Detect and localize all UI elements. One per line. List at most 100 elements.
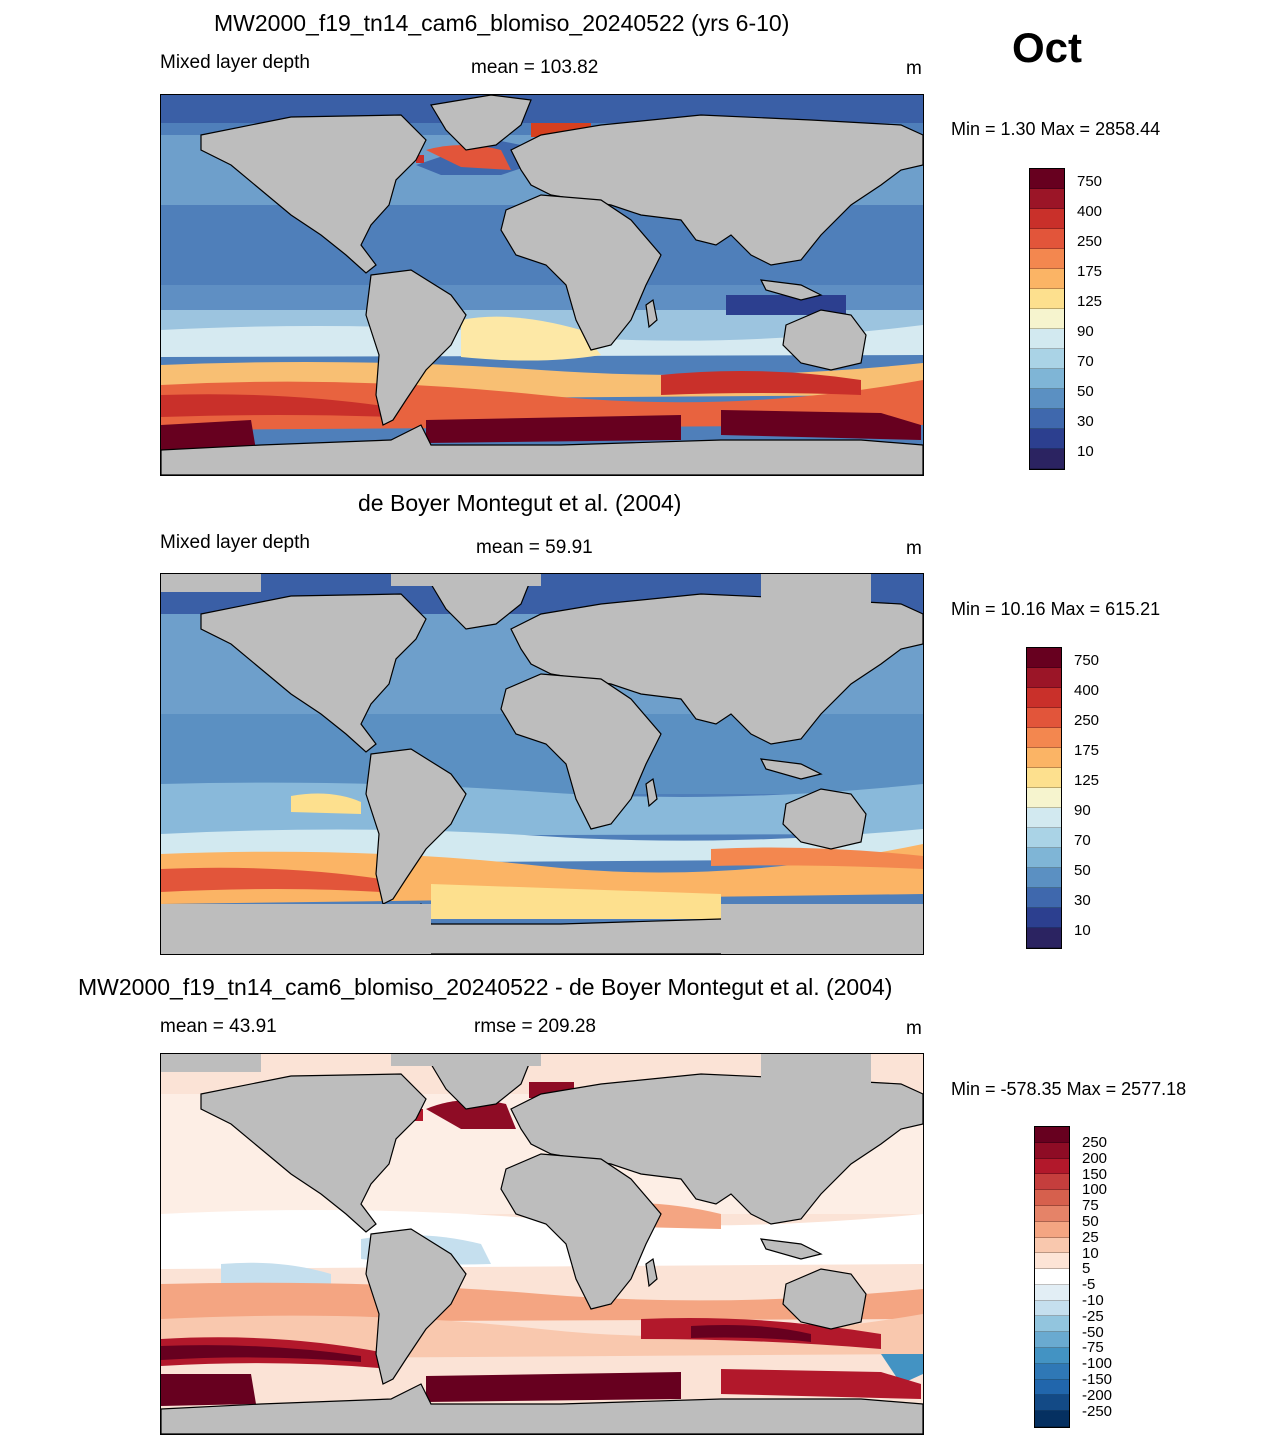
colorbar-tick-label: -10 <box>1082 1292 1104 1309</box>
colorbar-swatch <box>1030 329 1064 349</box>
colorbar-tick-label: 750 <box>1077 173 1103 190</box>
panel2-minmax: Min = 10.16 Max = 615.21 <box>951 599 1161 619</box>
colorbar-swatch <box>1030 229 1064 249</box>
colorbar-swatch <box>1035 1158 1069 1175</box>
panel3-minmax: Min = -578.35 Max = 2577.18 <box>951 1079 1187 1099</box>
colorbar-swatch <box>1027 728 1061 748</box>
colorbar-tick-label: 175 <box>1074 742 1100 759</box>
colorbar-swatch <box>1035 1284 1069 1301</box>
colorbar-tick-label: 70 <box>1074 832 1091 849</box>
colorbar-swatch <box>1035 1190 1069 1206</box>
colorbar-swatch <box>1027 788 1061 808</box>
colorbar-tick-label: 5 <box>1082 1260 1091 1278</box>
colorbar-tick-label: 50 <box>1082 1213 1099 1230</box>
colorbar-swatch <box>1030 309 1064 329</box>
colorbar-swatch <box>1027 688 1061 708</box>
colorbar-swatch <box>1030 429 1064 449</box>
colorbar-tick-label: -200 <box>1082 1386 1113 1404</box>
colorbar-tick-label: 10 <box>1074 922 1091 939</box>
colorbar-swatch <box>1035 1221 1069 1238</box>
colorbar-tick-label: 125 <box>1074 772 1100 789</box>
colorbar-swatch <box>1035 1411 1069 1427</box>
panel1-minmax: Min = 1.30 Max = 2858.44 <box>951 119 1161 139</box>
panel1-map <box>160 94 924 476</box>
colorbar-swatch <box>1027 748 1061 768</box>
colorbar-swatch <box>1035 1363 1069 1380</box>
colorbar-swatch <box>1030 269 1064 289</box>
colorbar-tick-label: -100 <box>1082 1355 1113 1373</box>
colorbar-tick-label: -5 <box>1082 1276 1096 1294</box>
colorbar-tick-label: 50 <box>1077 383 1094 400</box>
colorbar-swatch <box>1035 1253 1069 1270</box>
colorbar-tick-label: 150 <box>1082 1165 1108 1183</box>
colorbar-tick-label: 250 <box>1074 712 1100 729</box>
colorbar-tick-label: 25 <box>1082 1228 1099 1246</box>
colorbar-tick-label: -50 <box>1082 1323 1104 1341</box>
panel2-title: de Boyer Montegut et al. (2004) <box>358 490 682 516</box>
colorbar-swatch <box>1027 908 1061 928</box>
colorbar-swatch <box>1030 389 1064 409</box>
colorbar-tick-label: 100 <box>1082 1181 1108 1199</box>
colorbar-swatch <box>1027 888 1061 908</box>
colorbar-swatch <box>1027 708 1061 728</box>
panel3-mean-label: mean = 43.91 <box>160 1016 277 1037</box>
colorbar-tick-label: 70 <box>1077 353 1094 370</box>
colorbar-tick-label: 50 <box>1074 862 1091 879</box>
panel3-colorbar-box <box>1034 1126 1070 1428</box>
colorbar-tick-label: -25 <box>1082 1307 1104 1325</box>
colorbar-swatch <box>1035 1348 1069 1364</box>
panel2-left-label: Mixed layer depth <box>160 532 310 553</box>
colorbar-swatch <box>1035 1269 1069 1285</box>
colorbar-swatch <box>1035 1316 1069 1333</box>
colorbar-tick-label: 250 <box>1077 233 1103 250</box>
colorbar-swatch <box>1030 249 1064 269</box>
panel1-left-label: Mixed layer depth <box>160 52 310 73</box>
colorbar-tick-label: 90 <box>1077 323 1094 340</box>
colorbar-swatch <box>1035 1332 1069 1349</box>
panel3-unit-label: m <box>906 1018 922 1039</box>
colorbar-swatch <box>1035 1395 1069 1412</box>
colorbar-swatch <box>1035 1142 1069 1159</box>
colorbar-swatch <box>1035 1379 1069 1396</box>
colorbar-swatch <box>1027 848 1061 868</box>
colorbar-swatch <box>1035 1205 1069 1222</box>
colorbar-swatch <box>1027 928 1061 948</box>
colorbar-tick-label: 750 <box>1074 652 1100 669</box>
colorbar-swatch <box>1035 1237 1069 1254</box>
colorbar-tick-label: 175 <box>1077 263 1103 280</box>
month-label: Oct <box>1012 24 1083 71</box>
colorbar-tick-label: 90 <box>1074 802 1091 819</box>
colorbar-tick-label: 125 <box>1077 293 1103 310</box>
colorbar-swatch <box>1027 648 1061 668</box>
colorbar-tick-label: 200 <box>1082 1149 1108 1167</box>
colorbar-swatch <box>1035 1300 1069 1317</box>
colorbar-tick-label: 10 <box>1082 1244 1099 1262</box>
colorbar-swatch <box>1030 349 1064 369</box>
colorbar-swatch <box>1030 409 1064 429</box>
colorbar-swatch <box>1030 169 1064 189</box>
colorbar-swatch <box>1030 209 1064 229</box>
colorbar-swatch <box>1027 668 1061 688</box>
colorbar-tick-label: 400 <box>1077 203 1103 220</box>
colorbar-tick-label: 30 <box>1074 892 1091 909</box>
panel2-mean-label: mean = 59.91 <box>476 537 593 558</box>
panel3-rmse-label: rmse = 209.28 <box>474 1016 596 1037</box>
colorbar-swatch <box>1030 189 1064 209</box>
colorbar-tick-label: -75 <box>1082 1339 1104 1357</box>
panel1-colorbar-box <box>1029 168 1065 470</box>
colorbar-swatch <box>1030 369 1064 389</box>
colorbar-swatch <box>1027 868 1061 888</box>
colorbar-tick-label: 400 <box>1074 682 1100 699</box>
panel1-title: MW2000_f19_tn14_cam6_blomiso_20240522 (y… <box>214 10 790 36</box>
panel2-colorbar-box <box>1026 647 1062 949</box>
panel1-mean-label: mean = 103.82 <box>471 57 599 78</box>
colorbar-tick-label: 250 <box>1082 1134 1108 1151</box>
colorbar-tick-label: 10 <box>1077 443 1094 460</box>
colorbar-tick-label: -250 <box>1082 1402 1113 1420</box>
colorbar-swatch <box>1035 1174 1069 1191</box>
colorbar-tick-label: -150 <box>1082 1371 1113 1388</box>
colorbar-tick-label: 75 <box>1082 1197 1099 1215</box>
colorbar-swatch <box>1030 449 1064 469</box>
colorbar-swatch <box>1030 289 1064 309</box>
colorbar-swatch <box>1027 768 1061 788</box>
